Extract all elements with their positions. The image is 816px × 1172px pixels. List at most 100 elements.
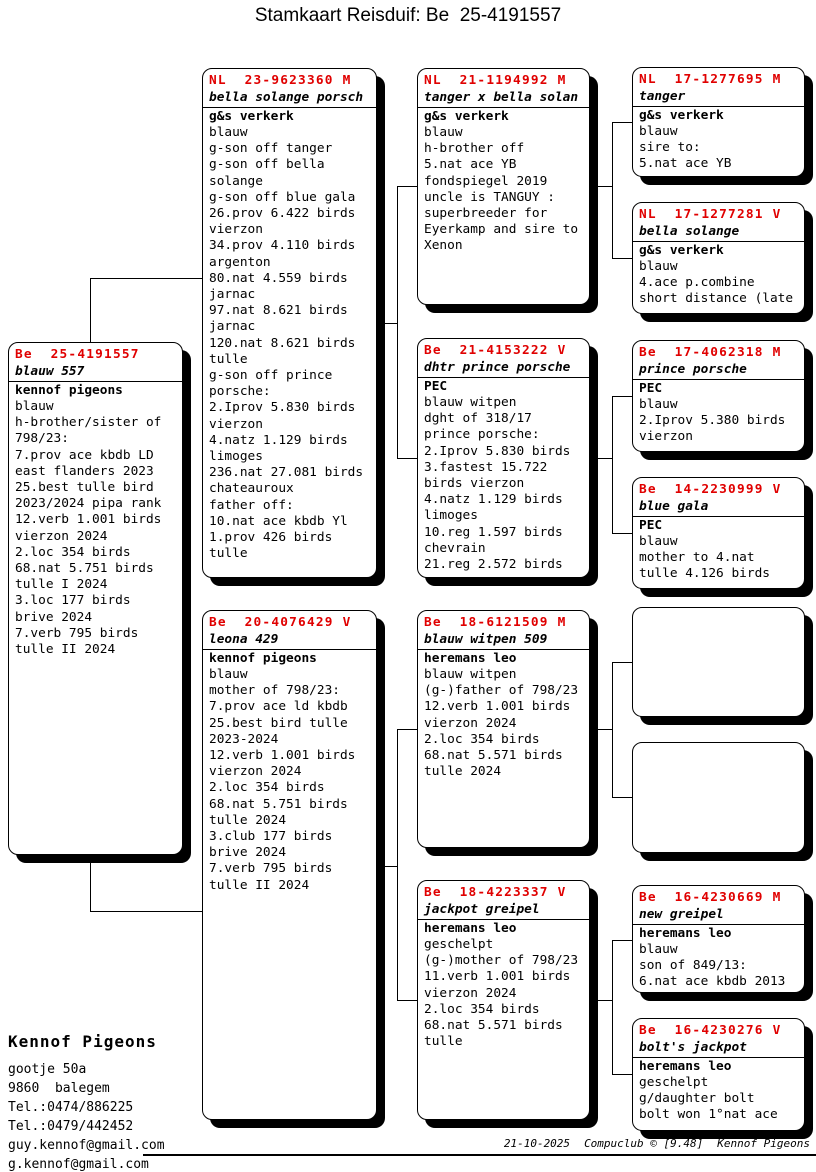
header-separator [633,106,804,107]
pedigree-box-subject: Be 25-4191557 blauw 557 kennof pigeons b… [8,342,183,855]
connector-line [377,323,397,324]
connector-line [612,396,632,397]
owner-line: heremans leo [639,1059,732,1074]
pigeon-name: bella solange [639,224,740,239]
connector-line [612,122,613,258]
connector-line [397,186,398,458]
pedigree-box-ggp-1: NL 17-1277695 M tanger g&s verkerk blauw… [632,67,805,177]
header-separator [203,649,376,650]
owner-line: heremans leo [424,651,517,666]
connector-line [612,533,632,534]
connector-line [612,1074,632,1075]
ring-number: Be 18-4223337 V [424,885,567,900]
header-separator [633,379,804,380]
performance-lines: blauw h-brother/sister of 798/23: 7.prov… [15,399,162,658]
connector-line [612,258,632,259]
loft-contact-block: Kennof Pigeons gootje 50a 9860 balegem T… [8,1032,165,1172]
performance-lines: blauw witpen dght of 318/17 prince porsc… [424,395,571,573]
pedigree-box-ggp-4: Be 14-2230999 V blue gala PEC blauw moth… [632,477,805,589]
pigeon-name: jackpot greipel [424,902,540,917]
owner-line: g&s verkerk [639,243,724,258]
pigeon-name: dhtr prince porsche [424,360,571,375]
owner-line: g&s verkerk [424,109,509,124]
performance-lines: blauw h-brother off 5.nat ace YB fondspi… [424,125,579,254]
ring-number: Be 14-2230999 V [639,482,782,497]
pigeon-name: prince porsche [639,362,747,377]
ring-number: NL 21-1194992 M [424,73,567,88]
footer: 21-10-2025 Compuclub © [9.48] Kennof Pigeo… [490,1137,810,1150]
connector-line [612,122,632,123]
owner-line: heremans leo [639,926,732,941]
pedigree-box-sire: NL 23-9623360 M bella solange porsch g&s… [202,68,377,578]
footer-date: 21-10-2025 [503,1137,571,1150]
ring-number: Be 21-4153222 V [424,343,567,358]
pedigree-box-grandsire-paternal: NL 21-1194992 M tanger x bella solan g&s… [417,68,590,305]
pigeon-name: bolt's jackpot [639,1040,747,1055]
connector-line [612,940,632,941]
connector-line [397,186,417,187]
connector-line [590,1000,612,1001]
owner-line: g&s verkerk [209,109,294,124]
pedigree-box-ggp-7: Be 16-4230669 M new greipel heremans leo… [632,885,805,993]
pedigree-box-ggp-3: Be 17-4062318 M prince porsche PEC blauw… [632,340,805,452]
header-separator [633,241,804,242]
connector-line [612,940,613,1074]
performance-lines: blauw g-son off tanger g-son off bella s… [209,125,364,562]
connector-line [612,396,613,533]
connector-line [397,729,417,730]
ring-number: NL 23-9623360 M [209,73,352,88]
performance-lines: blauw sire to: 5.nat ace YB [639,124,732,172]
loft-address-lines: gootje 50a 9860 balegem Tel.:0474/886225… [8,1062,165,1172]
performance-lines: geschelpt (g-)mother of 798/23 11.verb 1… [424,937,579,1050]
connector-line [397,729,398,1000]
footer-program: Compuclub © [9.48] [584,1137,704,1150]
ring-number: NL 17-1277281 V [639,207,782,222]
pigeon-name: bella solange porsch [209,90,364,105]
pedigree-box-grandsire-maternal: Be 18-6121509 M blauw witpen 509 hereman… [417,610,590,848]
pigeon-name: blauw 557 [15,364,85,379]
header-separator [9,381,182,382]
ring-number: Be 16-4230669 M [639,890,782,905]
connector-line [590,458,612,459]
owner-line: PEC [639,518,663,533]
ring-number: Be 20-4076429 V [209,615,352,630]
performance-lines: blauw mother to 4.nat tulle 4.126 birds [639,534,770,582]
performance-lines: geschelpt g/daughter bolt bolt won 1°nat… [639,1075,778,1123]
pigeon-name: tanger x bella solan [424,90,579,105]
pedigree-box-ggp-5-empty [632,607,805,717]
performance-lines: blauw witpen (g-)father of 798/23 12.ver… [424,667,579,780]
pedigree-box-granddam-paternal: Be 21-4153222 V dhtr prince porsche PEC … [417,338,590,578]
ring-number: Be 17-4062318 M [639,345,782,360]
connector-line [590,729,612,730]
pigeon-name: blauw witpen 509 [424,632,548,647]
header-separator [418,107,589,108]
connector-line [90,855,91,912]
owner-line: heremans leo [424,921,517,936]
performance-lines: blauw 2.Iprov 5.380 birds vierzon [639,397,786,445]
pedigree-box-granddam-maternal: Be 18-4223337 V jackpot greipel heremans… [417,880,590,1120]
footer-loft: Kennof Pigeons [717,1137,810,1150]
pedigree-box-dam: Be 20-4076429 V leona 429 kennof pigeons… [202,610,377,1120]
pedigree-box-ggp-8: Be 16-4230276 V bolt's jackpot heremans … [632,1018,805,1131]
ring-number: Be 25-4191557 [15,347,140,362]
connector-line [397,1000,417,1001]
connector-line [612,797,632,798]
header-separator [633,924,804,925]
pigeon-name: blue gala [639,499,709,514]
performance-lines: blauw son of 849/13: 6.nat ace kbdb 2013 [639,942,786,990]
performance-lines: blauw mother of 798/23: 7.prov ace ld kb… [209,667,356,893]
owner-line: PEC [639,381,663,396]
connector-line [612,662,613,797]
owner-line: PEC [424,379,448,394]
loft-name: Kennof Pigeons [8,1032,157,1051]
header-separator [633,516,804,517]
connector-line [612,662,632,663]
connector-line [90,278,91,342]
pigeon-name: new greipel [639,907,724,922]
pigeon-name: tanger [639,89,686,104]
pedigree-box-ggp-2: NL 17-1277281 V bella solange g&s verker… [632,202,805,314]
owner-line: kennof pigeons [15,383,123,398]
connector-line [590,186,612,187]
page-title: Stamkaart Reisduif: Be 25-4191557 [254,5,562,26]
